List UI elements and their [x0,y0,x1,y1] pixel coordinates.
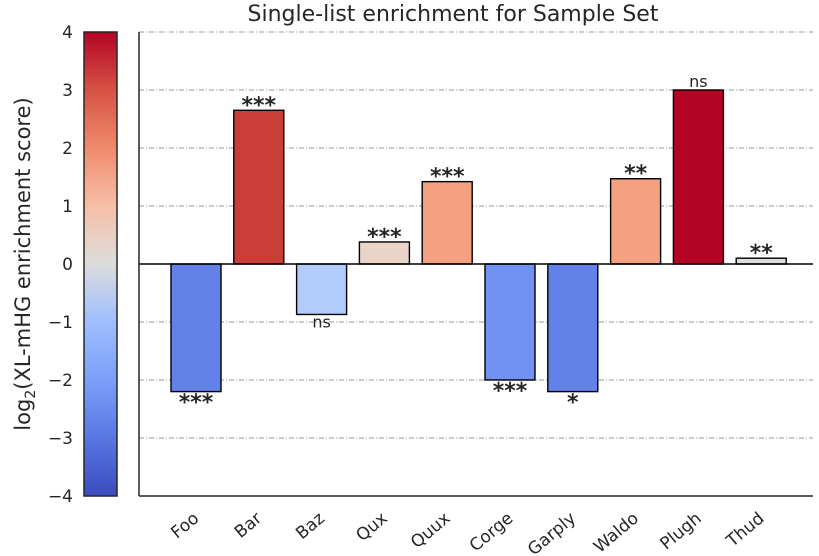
significance-label: *** [430,165,465,190]
x-tick-label: Qux [353,509,392,546]
y-axis-label-subscript: 2 [23,390,39,399]
significance-label: ** [624,162,648,187]
chart-title: Single-list enrichment for Sample Set [248,2,659,27]
significance-label: ns [312,312,330,331]
colorbar [83,31,118,497]
x-tick-label: Corge [466,509,517,556]
x-tick-label: Foo [167,509,203,544]
y-tick-label: 4 [62,23,73,43]
bar-corge [484,263,536,381]
x-tick-label: Garply [524,509,580,556]
significance-labels: ******ns********* ***ns** [179,72,773,416]
x-tick-label: Thud [722,509,768,552]
significance-label: * [567,391,579,416]
significance-label: ** [750,241,774,266]
y-tick-label: 1 [62,197,73,217]
x-tick-label: Quux [407,509,454,553]
y-tick-label: 2 [62,139,73,159]
x-tick-label: Waldo [590,509,643,556]
y-tick-labels: −4 −3 −2 −1 0 1 2 3 4 [48,23,73,507]
significance-label: *** [242,93,277,118]
y-tick-label: −4 [48,487,73,507]
y-tick-label: −3 [48,429,73,449]
bar-quux [421,180,473,265]
bars [170,89,787,393]
significance-label: ns [689,72,707,91]
significance-label: *** [179,391,214,416]
x-tick-labels: Foo Bar Baz Qux Quux Corge Garply Waldo Plugh Thu… [167,508,768,556]
bar-baz [295,263,348,316]
y-tick-label: 3 [62,81,73,101]
y-axis-label: log2(XL-mHG enrichment score) [11,97,39,430]
bar-foo [170,263,222,393]
y-axis-label-rest: (XL-mHG enrichment score) [11,97,35,389]
bar-plugh [672,89,725,265]
x-tick-label: Plugh [657,509,706,555]
y-tick-label: 0 [62,255,73,275]
y-tick-label: −1 [48,313,73,333]
bar-waldo [609,178,662,265]
bar-bar [233,109,285,265]
significance-label: *** [367,225,402,250]
bar-garply [547,263,599,393]
significance-label: *** [493,379,528,404]
y-axis-label-prefix: log [11,399,35,431]
x-tick-label: Bar [231,509,266,543]
y-tick-label: −2 [48,371,73,391]
x-tick-label: Baz [292,508,329,543]
